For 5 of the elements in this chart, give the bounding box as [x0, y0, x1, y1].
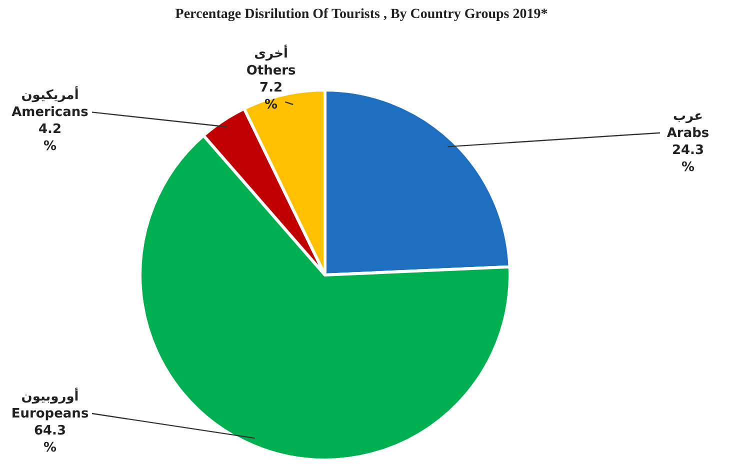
data-label: 64.3 %	[34, 424, 66, 456]
data-label: 7.2 %	[260, 80, 283, 112]
data-label: 4.2 %	[38, 122, 62, 154]
chart-title: Percentage Disrilution Of Tourists , By Country Groups 2019*	[175, 7, 548, 22]
data-label: 24.3 %	[672, 142, 704, 175]
